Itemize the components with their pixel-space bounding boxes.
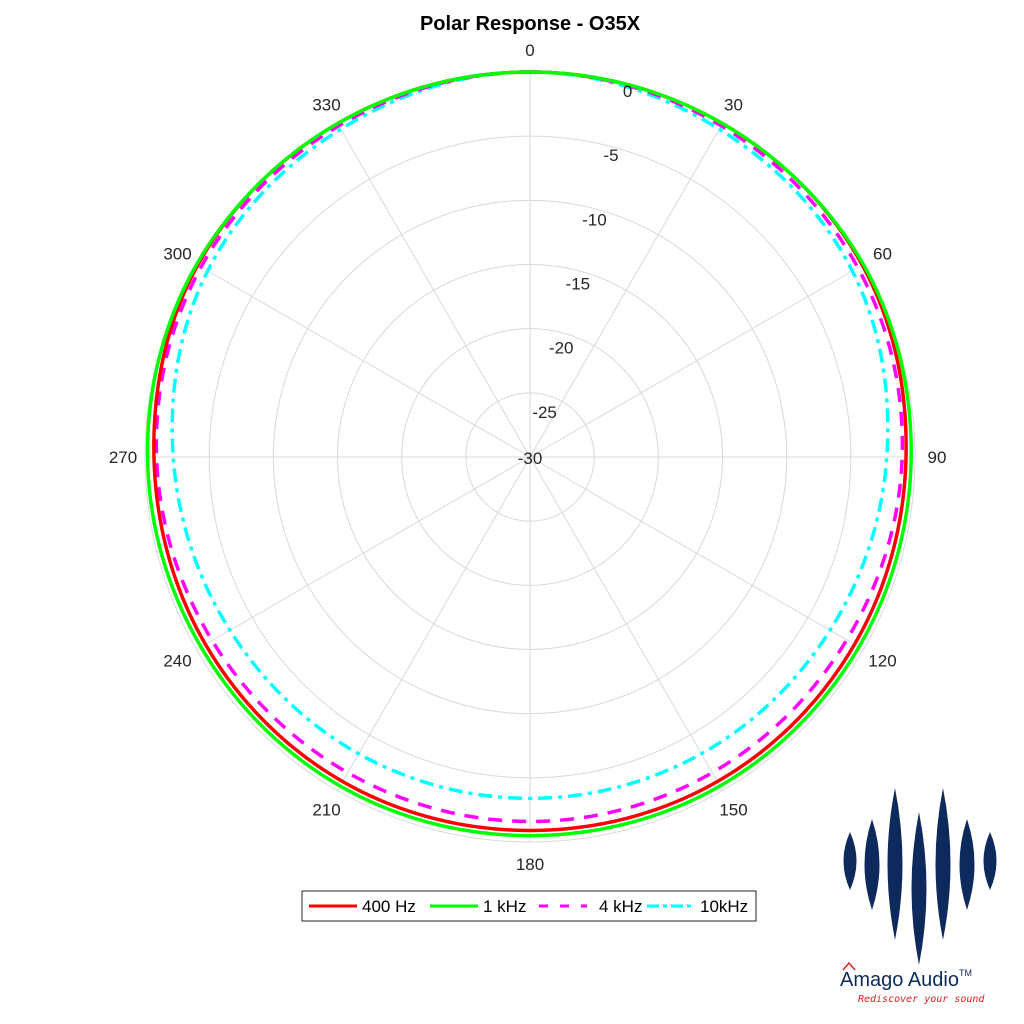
wave-bar (843, 832, 857, 890)
theta-tick-label: 90 (928, 448, 947, 467)
legend-label: 4 kHz (599, 897, 642, 916)
r-tick-label: -25 (532, 403, 557, 422)
theta-tick-label: 120 (868, 652, 896, 671)
r-tick-label: -5 (603, 146, 618, 165)
grid-spoke (529, 123, 723, 458)
r-tick-label: 0 (623, 82, 632, 101)
series-1-khz (145, 70, 913, 838)
radial-tick-labels: 0 -5 -10 -15 -20 -25 -30 (518, 82, 633, 468)
grid-spoke (529, 456, 723, 791)
brand-tagline: Rediscover your sound (858, 994, 985, 1005)
data-series (145, 70, 913, 838)
series-4-khz (154, 70, 905, 824)
theta-tick-label: 150 (719, 800, 747, 819)
theta-tick-label: 330 (312, 96, 340, 115)
wave-bar (864, 819, 880, 910)
theta-tick-label: 0 (525, 41, 534, 60)
grid-spoke (529, 456, 864, 650)
brand-name: Amago AudioTM (840, 968, 972, 991)
series-10khz (170, 70, 890, 801)
theta-tick-label: 30 (724, 96, 743, 115)
grid-spoke (196, 456, 531, 650)
grid-spoke (529, 264, 864, 458)
legend: 400 Hz 1 kHz 4 kHz 10kHz (301, 890, 757, 922)
r-tick-label: -30 (518, 449, 543, 468)
logo-hat-accent (842, 961, 856, 971)
wave-bar (911, 812, 927, 965)
legend-label: 1 kHz (483, 897, 526, 916)
theta-tick-label: 60 (873, 245, 892, 264)
polar-grid (144, 71, 916, 843)
wave-bar (935, 788, 951, 940)
r-tick-label: -10 (582, 210, 607, 229)
amago-audio-logo: Amago AudioTM Rediscover your sound (840, 788, 997, 1005)
theta-tick-label: 210 (312, 800, 340, 819)
r-tick-label: -20 (549, 339, 574, 358)
grid-spoke (337, 456, 531, 791)
theta-tick-label: 270 (109, 448, 137, 467)
wave-bar (959, 819, 975, 910)
legend-label: 10kHz (700, 897, 748, 916)
sound-wave-icon (843, 788, 997, 965)
theta-tick-label: 180 (516, 855, 544, 874)
chart-title: Polar Response - O35X (420, 13, 641, 35)
theta-tick-label: 240 (163, 652, 191, 671)
wave-bar (887, 788, 903, 940)
theta-tick-label: 300 (163, 245, 191, 264)
grid-spoke (337, 123, 531, 458)
wave-bar (983, 832, 997, 890)
angle-tick-labels: 0 30 60 90 120 150 180 210 240 270 300 330 (109, 41, 947, 874)
r-tick-label: -15 (566, 275, 591, 294)
legend-label: 400 Hz (362, 897, 416, 916)
grid-spoke (196, 264, 531, 458)
